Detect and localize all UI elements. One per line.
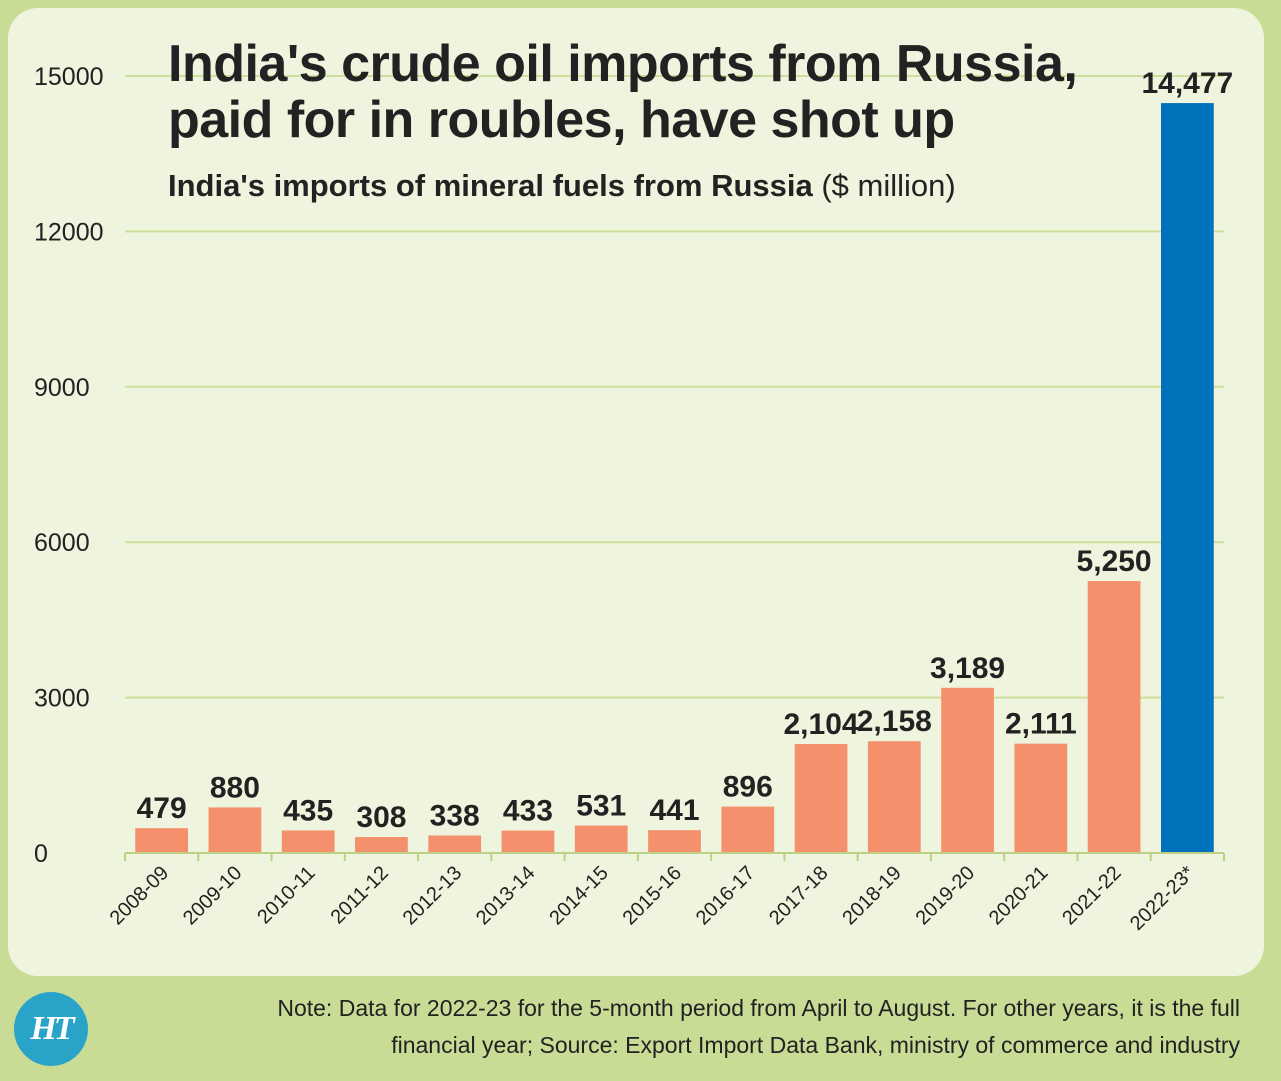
x-tick-label: 2011-12	[327, 862, 393, 928]
data-label: 2,158	[857, 705, 932, 738]
bar	[281, 830, 335, 853]
x-tick-label: 2014-15	[545, 862, 612, 929]
y-tick-label: 15000	[34, 63, 104, 91]
x-tick-label: 2020-21	[985, 862, 1052, 929]
bar	[794, 744, 848, 853]
bar	[135, 828, 189, 853]
chart-subtitle: India's imports of mineral fuels from Ru…	[168, 168, 1128, 204]
x-tick-label: 2021-22	[1058, 862, 1125, 929]
bar	[208, 807, 262, 853]
x-tick-label: 2018-19	[838, 862, 905, 929]
data-label: 880	[210, 771, 260, 804]
chart-panel: 0 3000 6000 9000 12000 15000 479 2008-09 880 2009…	[8, 8, 1264, 976]
data-label: 2,111	[1005, 708, 1077, 741]
chart-title: India's crude oil imports from Russia, p…	[168, 35, 1078, 149]
x-tick-label: 2019-20	[912, 862, 979, 929]
data-label: 2,104	[783, 708, 858, 741]
data-label: 14,477	[1141, 67, 1233, 100]
y-tick-label: 0	[34, 840, 48, 868]
data-label: 338	[430, 799, 480, 832]
data-label: 308	[356, 801, 406, 834]
data-label: 479	[137, 792, 187, 825]
data-label: 433	[503, 795, 553, 828]
bar	[428, 835, 482, 853]
bar	[1014, 743, 1068, 853]
logo-text: HT	[30, 1010, 74, 1047]
subtitle-main: India's imports of mineral fuels from Ru…	[168, 168, 813, 203]
data-label: 435	[283, 794, 333, 827]
x-tick-label: 2016-17	[692, 862, 759, 929]
source-note: Note: Data for 2022-23 for the 5-month p…	[277, 995, 1240, 1058]
x-tick-label: 2015-16	[619, 862, 686, 929]
bar-chart: 0 3000 6000 9000 12000 15000 479 2008-09 880 2009…	[34, 63, 1233, 935]
data-label: 441	[649, 794, 699, 827]
data-label: 3,189	[930, 652, 1005, 685]
bar	[501, 830, 555, 853]
bar	[355, 837, 408, 853]
y-tick-label: 6000	[34, 529, 90, 557]
bar	[1087, 581, 1141, 853]
x-tick-label: 2010-11	[253, 862, 319, 928]
data-label: 5,250	[1077, 545, 1152, 578]
x-tick-label: 2008-09	[106, 862, 173, 929]
y-tick-label: 9000	[34, 374, 90, 402]
x-tick-label: 2022-23*	[1126, 862, 1199, 935]
x-tick-label: 2013-14	[472, 862, 539, 929]
data-label: 896	[723, 771, 773, 804]
bar	[648, 830, 701, 853]
y-tick-label: 3000	[34, 685, 90, 713]
y-tick-label: 12000	[34, 218, 104, 246]
bar	[867, 741, 921, 853]
bar	[1160, 103, 1214, 853]
ht-logo: HT	[14, 992, 88, 1066]
subtitle-unit: ($ million)	[821, 168, 956, 203]
x-tick-label: 2012-13	[399, 862, 466, 929]
bar	[941, 687, 994, 853]
bar	[574, 825, 628, 853]
x-tick-label: 2017-18	[765, 862, 832, 929]
bar	[721, 806, 775, 853]
data-label: 531	[576, 789, 626, 822]
x-tick-label: 2009-10	[179, 862, 246, 929]
